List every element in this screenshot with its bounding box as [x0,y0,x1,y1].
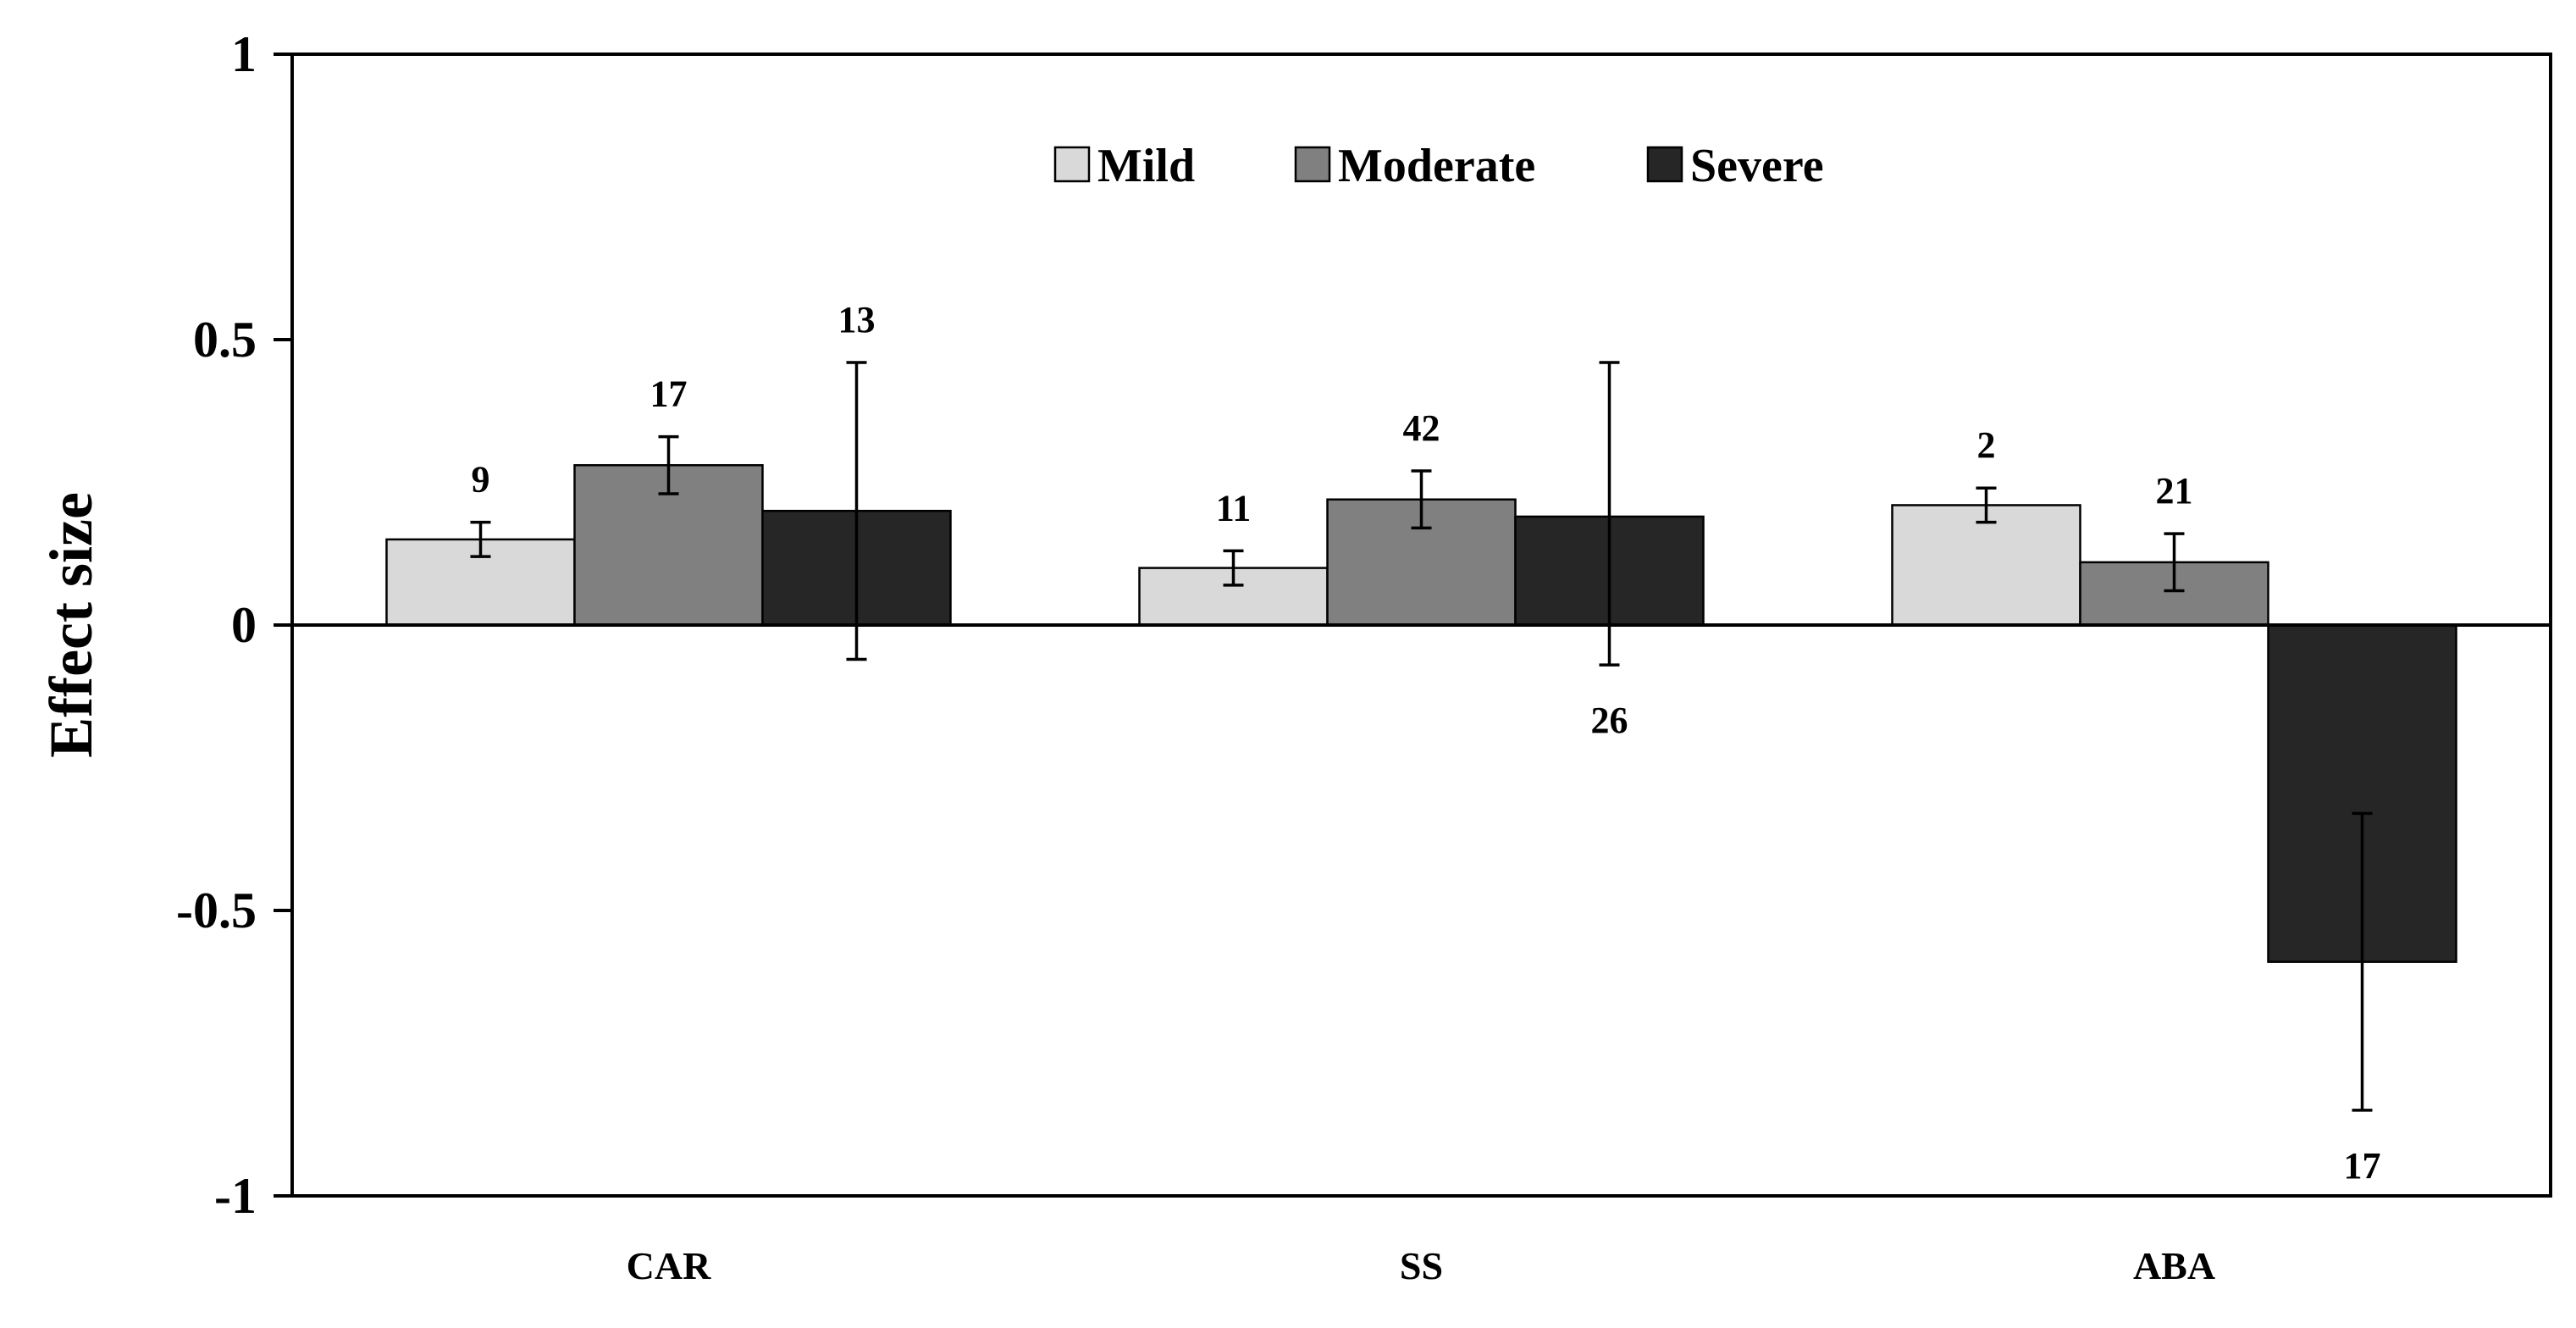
n-label: 26 [1591,700,1628,741]
y-tick-label: -0.5 [176,883,257,938]
x-category-label: SS [1400,1244,1443,1287]
legend-label-moderate: Moderate [1338,140,1535,192]
y-axis-title: Effect size [37,492,105,758]
bar-mild-aba [1891,504,2081,627]
y-tick-label: -1 [214,1168,257,1224]
n-label: 42 [1403,407,1440,449]
y-tick-label: 1 [231,26,257,82]
legend-swatch-severe [1646,146,1683,183]
axes: 1 0.5 0 -0.5 -1 CAR SS ABA [176,26,2551,1287]
y-tick-label: 0.5 [193,312,257,368]
n-label: 17 [650,374,688,415]
legend-label-severe: Severe [1690,140,1824,192]
n-label: 17 [2344,1145,2381,1187]
n-label: 11 [1216,487,1252,528]
y-tick-label: 0 [231,597,257,653]
data-labels: 9 17 13 11 42 26 2 21 17 [472,299,2381,1187]
legend-swatch-moderate [1294,146,1331,183]
n-label: 2 [1977,424,1996,466]
legend-label-mild: Mild [1097,140,1195,192]
n-label: 13 [838,299,876,340]
n-label: 9 [472,459,490,501]
legend: Mild Moderate Severe [1053,140,1824,192]
n-label: 21 [2156,470,2193,512]
x-category-label: ABA [2133,1244,2215,1287]
legend-swatch-mild [1053,146,1091,183]
error-bars [470,361,2373,1112]
bars [385,464,2457,963]
x-category-label: CAR [627,1244,711,1287]
